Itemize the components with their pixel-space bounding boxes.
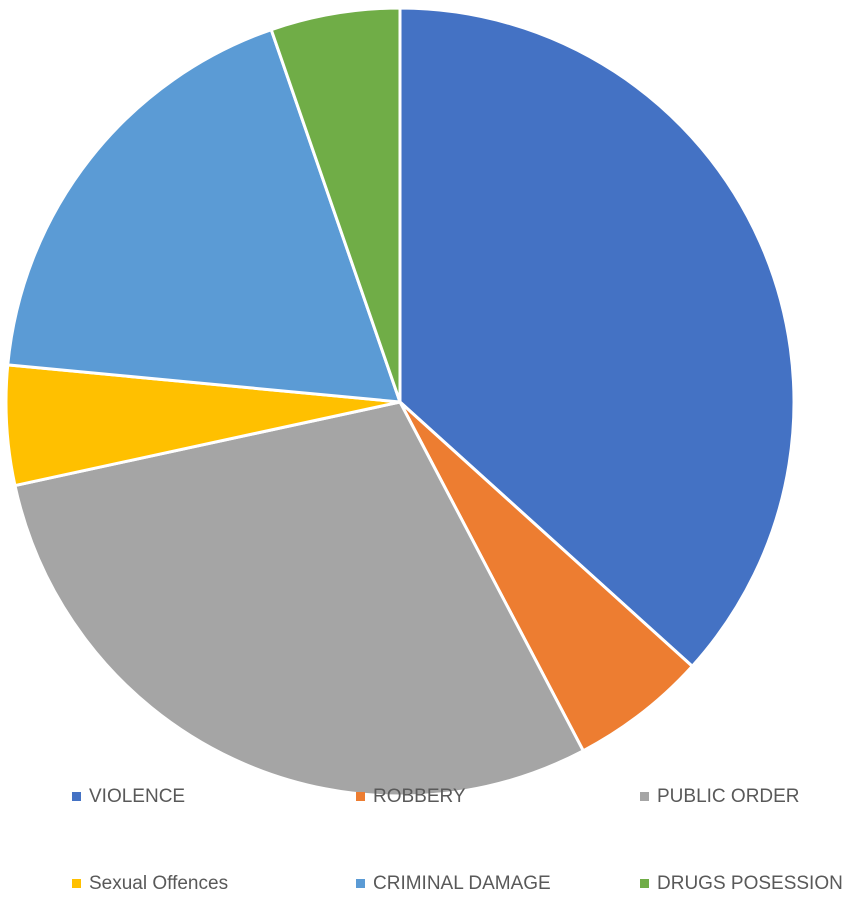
legend-item-public-order: PUBLIC ORDER: [640, 787, 800, 806]
legend-label: ROBBERY: [373, 786, 466, 807]
legend-label: VIOLENCE: [89, 786, 186, 807]
legend-label: CRIMINAL DAMAGE: [373, 873, 551, 894]
legend-label: Sexual Offences: [89, 873, 229, 894]
legend-item-criminal-damage: CRIMINAL DAMAGE: [356, 874, 551, 893]
legend-swatch: [640, 879, 649, 888]
legend-item-drugs-posession: DRUGS POSESSION: [640, 874, 843, 893]
legend-item-sexual-offences: Sexual Offences: [72, 874, 228, 893]
pie-slices: [4, 6, 796, 798]
pie-slice-drugs-posession: [269, 6, 402, 404]
legend-label: DRUGS POSESSION: [657, 873, 843, 894]
pie-slice-violence: [398, 6, 796, 668]
legend-swatch: [72, 879, 81, 888]
legend-item-violence: VIOLENCE: [72, 787, 185, 806]
legend-swatch: [72, 792, 81, 801]
legend-item-robbery: ROBBERY: [356, 787, 466, 806]
legend-swatch: [356, 879, 365, 888]
legend-label: PUBLIC ORDER: [657, 786, 800, 807]
pie-slice-robbery: [398, 400, 694, 753]
pie-slice-public-order: [13, 400, 585, 798]
legend-swatch: [640, 792, 649, 801]
legend-swatch: [356, 792, 365, 801]
